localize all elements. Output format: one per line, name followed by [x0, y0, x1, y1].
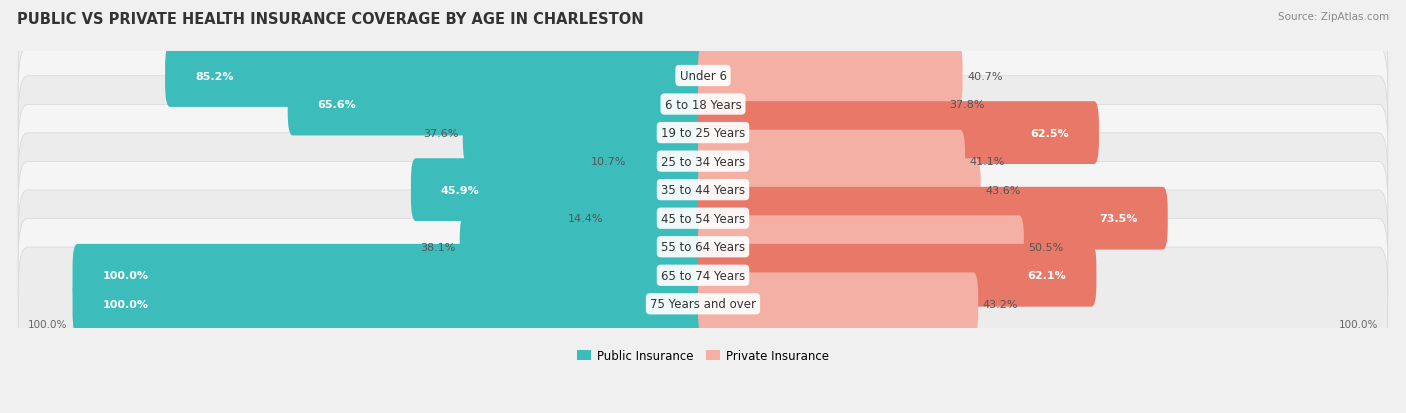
FancyBboxPatch shape: [18, 219, 1388, 332]
Text: 45 to 54 Years: 45 to 54 Years: [661, 212, 745, 225]
Text: 43.2%: 43.2%: [983, 299, 1018, 309]
FancyBboxPatch shape: [411, 159, 709, 221]
Text: 35 to 44 Years: 35 to 44 Years: [661, 184, 745, 197]
FancyBboxPatch shape: [607, 188, 709, 250]
Text: 37.6%: 37.6%: [423, 128, 458, 138]
Text: 10.7%: 10.7%: [592, 157, 627, 167]
FancyBboxPatch shape: [18, 48, 1388, 161]
FancyBboxPatch shape: [73, 273, 709, 335]
Text: 38.1%: 38.1%: [420, 242, 456, 252]
FancyBboxPatch shape: [288, 74, 709, 136]
Text: 14.4%: 14.4%: [568, 214, 603, 224]
Text: 37.8%: 37.8%: [949, 100, 984, 110]
FancyBboxPatch shape: [697, 102, 1099, 164]
FancyBboxPatch shape: [18, 133, 1388, 247]
Text: 73.5%: 73.5%: [1099, 214, 1137, 224]
FancyBboxPatch shape: [73, 244, 709, 307]
FancyBboxPatch shape: [18, 20, 1388, 133]
Text: 100.0%: 100.0%: [103, 271, 149, 280]
Text: 55 to 64 Years: 55 to 64 Years: [661, 241, 745, 254]
Text: 6 to 18 Years: 6 to 18 Years: [665, 98, 741, 111]
FancyBboxPatch shape: [165, 45, 709, 108]
Text: 75 Years and over: 75 Years and over: [650, 298, 756, 311]
FancyBboxPatch shape: [631, 131, 709, 193]
FancyBboxPatch shape: [697, 216, 1024, 278]
Text: 45.9%: 45.9%: [441, 185, 479, 195]
Text: 50.5%: 50.5%: [1028, 242, 1063, 252]
FancyBboxPatch shape: [697, 74, 945, 136]
FancyBboxPatch shape: [697, 45, 963, 108]
Text: Under 6: Under 6: [679, 70, 727, 83]
FancyBboxPatch shape: [18, 162, 1388, 275]
Text: PUBLIC VS PRIVATE HEALTH INSURANCE COVERAGE BY AGE IN CHARLESTON: PUBLIC VS PRIVATE HEALTH INSURANCE COVER…: [17, 12, 644, 27]
Legend: Public Insurance, Private Insurance: Public Insurance, Private Insurance: [572, 344, 834, 367]
Text: 40.7%: 40.7%: [967, 71, 1002, 81]
Text: 62.1%: 62.1%: [1028, 271, 1066, 280]
Text: 100.0%: 100.0%: [103, 299, 149, 309]
Text: 19 to 25 Years: 19 to 25 Years: [661, 127, 745, 140]
Text: 62.5%: 62.5%: [1031, 128, 1069, 138]
Text: 25 to 34 Years: 25 to 34 Years: [661, 155, 745, 168]
FancyBboxPatch shape: [18, 247, 1388, 361]
FancyBboxPatch shape: [463, 102, 709, 164]
Text: 85.2%: 85.2%: [195, 71, 233, 81]
FancyBboxPatch shape: [697, 159, 981, 221]
Text: 100.0%: 100.0%: [28, 320, 67, 330]
FancyBboxPatch shape: [18, 105, 1388, 218]
Text: 65 to 74 Years: 65 to 74 Years: [661, 269, 745, 282]
FancyBboxPatch shape: [697, 131, 965, 193]
Text: 43.6%: 43.6%: [986, 185, 1021, 195]
Text: Source: ZipAtlas.com: Source: ZipAtlas.com: [1278, 12, 1389, 22]
FancyBboxPatch shape: [697, 244, 1097, 307]
FancyBboxPatch shape: [18, 190, 1388, 304]
FancyBboxPatch shape: [460, 216, 709, 278]
Text: 65.6%: 65.6%: [318, 100, 357, 110]
FancyBboxPatch shape: [697, 188, 1168, 250]
FancyBboxPatch shape: [697, 273, 979, 335]
Text: 100.0%: 100.0%: [1339, 320, 1378, 330]
FancyBboxPatch shape: [18, 77, 1388, 190]
Text: 41.1%: 41.1%: [970, 157, 1005, 167]
